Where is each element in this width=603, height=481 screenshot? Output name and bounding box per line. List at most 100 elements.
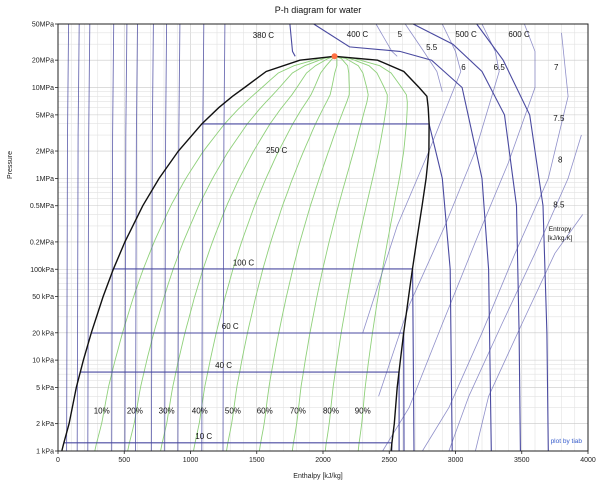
compressed-liquid-line [222, 23, 226, 452]
compressed-liquid-line [150, 23, 154, 452]
chart-annotation: 5 [398, 30, 403, 39]
isotherm-line [412, 23, 521, 452]
chart-annotation: 8 [558, 155, 563, 164]
y-tick-label: 20MPa [32, 58, 54, 65]
quality-line [334, 55, 408, 452]
x-tick-label: 1000 [183, 457, 199, 464]
y-tick-label: 1 kPa [36, 449, 54, 456]
compressed-liquid-line [135, 23, 138, 452]
chart-annotation: 20% [127, 406, 143, 415]
chart-annotation: 8.5 [553, 200, 565, 209]
chart-annotation: 500 C [455, 30, 477, 39]
compressed-liquid-line [201, 23, 205, 452]
y-tick-label: 10MPa [32, 85, 54, 92]
compressed-liquid-line [177, 23, 181, 452]
entropy-line [404, 23, 443, 92]
quality-line [193, 55, 335, 452]
compressed-liquid-line [111, 23, 115, 452]
compressed-liquid-line [76, 23, 80, 452]
critical-point-marker [331, 53, 338, 60]
y-tick-label: 50MPa [32, 22, 54, 29]
chart-annotation: 7.5 [553, 114, 565, 123]
y-tick-label: 5 kPa [36, 385, 54, 392]
isotherm-line [476, 23, 549, 452]
x-axis-label: Enthalpy [kJ/kg] [293, 473, 342, 480]
quality-line [291, 55, 369, 452]
entropy-line [375, 23, 398, 57]
x-tick-label: 3000 [448, 457, 464, 464]
isotherm-line [289, 23, 296, 57]
compressed-liquid-line [124, 23, 128, 452]
y-tick-label: 2MPa [36, 149, 54, 156]
compressed-liquid-lines-layer [66, 23, 226, 452]
x-tick-label: 0 [56, 457, 60, 464]
entropy-line [422, 32, 569, 452]
plot-credit: plot by tiab [551, 438, 583, 445]
chart-annotation: 30% [159, 406, 175, 415]
y-tick-label: 1MPa [36, 176, 54, 183]
isotherm-line [313, 23, 492, 452]
quality-line [94, 55, 335, 452]
chart-annotation: 10 C [195, 432, 212, 441]
chart-annotation: 90% [355, 406, 371, 415]
chart-annotation: 100 C [233, 258, 255, 267]
x-tick-label: 2000 [315, 457, 331, 464]
x-tick-label: 1500 [249, 457, 265, 464]
chart-annotation: 10% [94, 406, 110, 415]
y-axis-label: Pressure [7, 151, 14, 179]
y-tick-label: 10 kPa [32, 358, 54, 365]
chart-annotation: 380 C [253, 31, 275, 40]
plot-frame [57, 23, 589, 452]
y-tick-label: 20 kPa [32, 330, 54, 337]
quality-line [258, 55, 350, 452]
entropy-lines-layer [362, 23, 584, 452]
chart-annotation: 6.5 [494, 63, 506, 72]
chart-annotation: 7 [554, 63, 559, 72]
quality-lines-layer [94, 55, 408, 452]
entropy-line [378, 23, 500, 397]
isotherm-line [91, 332, 405, 452]
compressed-liquid-line [87, 23, 91, 452]
y-tick-label: 2 kPa [36, 421, 54, 428]
y-tick-label: 100kPa [30, 267, 54, 274]
ticks-layer: 0 500 1000 1500 2000 2500 3000 3500 4000 50MPa 20M… [30, 22, 596, 465]
compressed-liquid-line [66, 23, 70, 452]
compressed-liquid-line [164, 23, 168, 452]
chart-annotation: 6 [461, 63, 466, 72]
quality-line [160, 55, 335, 452]
chart-title: P-h diagram for water [275, 5, 362, 15]
quality-line [324, 55, 388, 452]
chart-annotation: 5.5 [426, 43, 438, 52]
annotations-layer: 380 C 400 C 5 5.5 500 C 600 C 6 6.5 7 7.5 8 8.5 250 … [94, 30, 565, 441]
saturation-dome-layer [61, 53, 430, 452]
chart-annotation: 40% [192, 406, 208, 415]
y-tick-label: 50 kPa [32, 294, 54, 301]
chart-annotation: 50% [225, 406, 241, 415]
quality-line [127, 55, 335, 452]
chart-annotation: 70% [290, 406, 306, 415]
entropy-legend-label: Entropy [549, 226, 572, 233]
x-tick-label: 3500 [514, 457, 530, 464]
chart-annotation: 60 C [222, 322, 239, 331]
entropy-line [475, 214, 584, 452]
chart-annotation: 250 C [266, 146, 288, 155]
chart-annotation: 40 C [215, 361, 232, 370]
y-tick-label: 0.5MPa [30, 203, 54, 210]
chart-annotation: 80% [323, 406, 339, 415]
chart-annotation: 400 C [347, 30, 369, 39]
y-tick-label: 0.2MPa [30, 239, 54, 246]
entropy-legend-unit: [kJ/kg.K] [548, 235, 573, 242]
x-tick-label: 4000 [580, 457, 596, 464]
isotherm-line [201, 123, 453, 452]
chart-annotation: 600 C [508, 30, 530, 39]
x-tick-label: 2500 [381, 457, 397, 464]
entropy-line [362, 23, 462, 333]
x-tick-label: 500 [118, 457, 130, 464]
entropy-line [382, 23, 536, 452]
saturation-dome-curve [61, 55, 430, 452]
chart-annotation: 60% [257, 406, 273, 415]
y-tick-label: 5MPa [36, 112, 54, 119]
grid-layer [57, 23, 589, 452]
quality-line [226, 55, 338, 452]
